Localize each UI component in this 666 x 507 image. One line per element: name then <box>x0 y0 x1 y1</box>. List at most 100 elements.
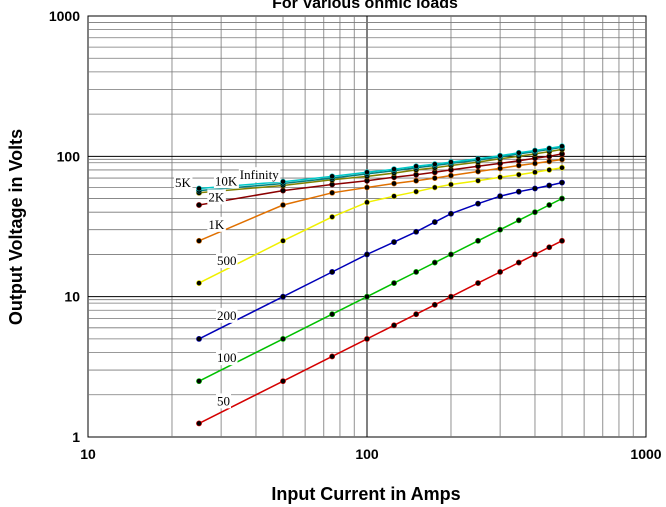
data-point <box>515 162 522 169</box>
y-axis-title: Output Voltage in Volts <box>6 129 26 325</box>
x-tick-label: 100 <box>355 446 379 462</box>
data-point <box>364 251 370 258</box>
data-point <box>413 269 420 275</box>
data-point <box>280 237 286 244</box>
data-point <box>431 259 438 266</box>
series-label-bg <box>216 307 238 323</box>
data-point <box>413 311 420 318</box>
data-point <box>497 165 504 172</box>
data-point <box>413 228 420 235</box>
data-point <box>391 180 397 187</box>
data-point <box>497 226 504 233</box>
chart-title: For Various ohmic loads <box>272 0 458 12</box>
y-tick-label: 10 <box>64 289 80 305</box>
x-tick-label: 10 <box>80 446 96 462</box>
y-tick-label: 100 <box>57 148 81 164</box>
series-label-infinity: Infinity <box>240 167 279 182</box>
data-point <box>329 189 336 196</box>
data-point <box>280 336 286 342</box>
data-point <box>448 181 454 188</box>
data-point <box>364 184 370 191</box>
series-label-bg <box>213 173 239 189</box>
series-label-bg <box>207 189 226 205</box>
data-point <box>559 195 565 202</box>
data-point <box>546 167 553 173</box>
series-line <box>198 197 563 382</box>
data-point <box>196 420 202 427</box>
series-label-bg <box>238 167 281 183</box>
data-point <box>364 293 370 300</box>
data-point <box>515 259 522 266</box>
series-label-bg <box>216 350 238 366</box>
data-point <box>196 185 202 192</box>
y-tick-label: 1 <box>72 429 80 445</box>
series-label-bg <box>216 393 232 409</box>
data-point <box>475 155 481 162</box>
data-point <box>391 166 397 173</box>
data-point <box>413 188 420 195</box>
series-label-10k: 10K <box>215 173 238 188</box>
data-point <box>532 169 538 176</box>
grid <box>87 15 647 438</box>
data-point <box>364 169 370 176</box>
data-point <box>391 322 397 329</box>
data-point <box>329 173 336 180</box>
data-point <box>532 185 538 192</box>
data-point <box>431 161 438 168</box>
data-point <box>280 178 286 185</box>
series-labels: 50 100 200 500 1K 2K 5K 10K Infinity <box>173 167 281 409</box>
data-point <box>497 269 504 275</box>
data-point <box>475 280 481 286</box>
data-point <box>532 160 538 167</box>
data-point <box>431 184 438 191</box>
data-point <box>515 217 522 224</box>
data-point <box>448 159 454 165</box>
series-200 <box>196 179 565 342</box>
data-point <box>196 378 202 385</box>
series-label-1k: 1K <box>208 217 225 232</box>
data-point <box>196 237 202 244</box>
data-point <box>559 237 565 244</box>
data-point <box>364 199 370 206</box>
data-point <box>448 210 454 217</box>
data-point <box>497 193 504 200</box>
data-point <box>280 187 286 194</box>
data-point <box>532 147 538 154</box>
data-point <box>431 301 438 308</box>
data-point <box>448 251 454 258</box>
series-label-200: 200 <box>217 308 237 323</box>
data-point <box>475 168 481 175</box>
series-label-5k: 5K <box>175 175 192 190</box>
series-100 <box>196 195 565 385</box>
data-point <box>475 237 481 244</box>
data-point <box>413 177 420 184</box>
data-point <box>559 156 565 163</box>
series-500 <box>196 164 565 286</box>
x-tick-label: 1000 <box>630 446 661 462</box>
data-point <box>280 293 286 300</box>
series-label-bg <box>207 216 226 232</box>
data-point <box>391 239 397 245</box>
data-point <box>280 202 286 208</box>
data-point <box>515 171 522 178</box>
y-tick-label: 1000 <box>49 8 80 24</box>
data-point <box>559 164 565 171</box>
data-point <box>280 378 286 385</box>
data-point <box>413 163 420 170</box>
data-point <box>329 214 336 220</box>
data-point <box>329 311 336 318</box>
data-point <box>448 172 454 179</box>
data-point <box>475 200 481 207</box>
series-1k <box>196 156 565 244</box>
series-50 <box>196 237 565 427</box>
data-point <box>196 336 202 342</box>
data-point <box>559 143 565 150</box>
data-point <box>497 152 504 159</box>
data-point <box>515 149 522 156</box>
series-label-100: 100 <box>217 350 237 365</box>
data-point <box>475 177 481 184</box>
data-point <box>497 174 504 181</box>
data-point <box>431 219 438 225</box>
